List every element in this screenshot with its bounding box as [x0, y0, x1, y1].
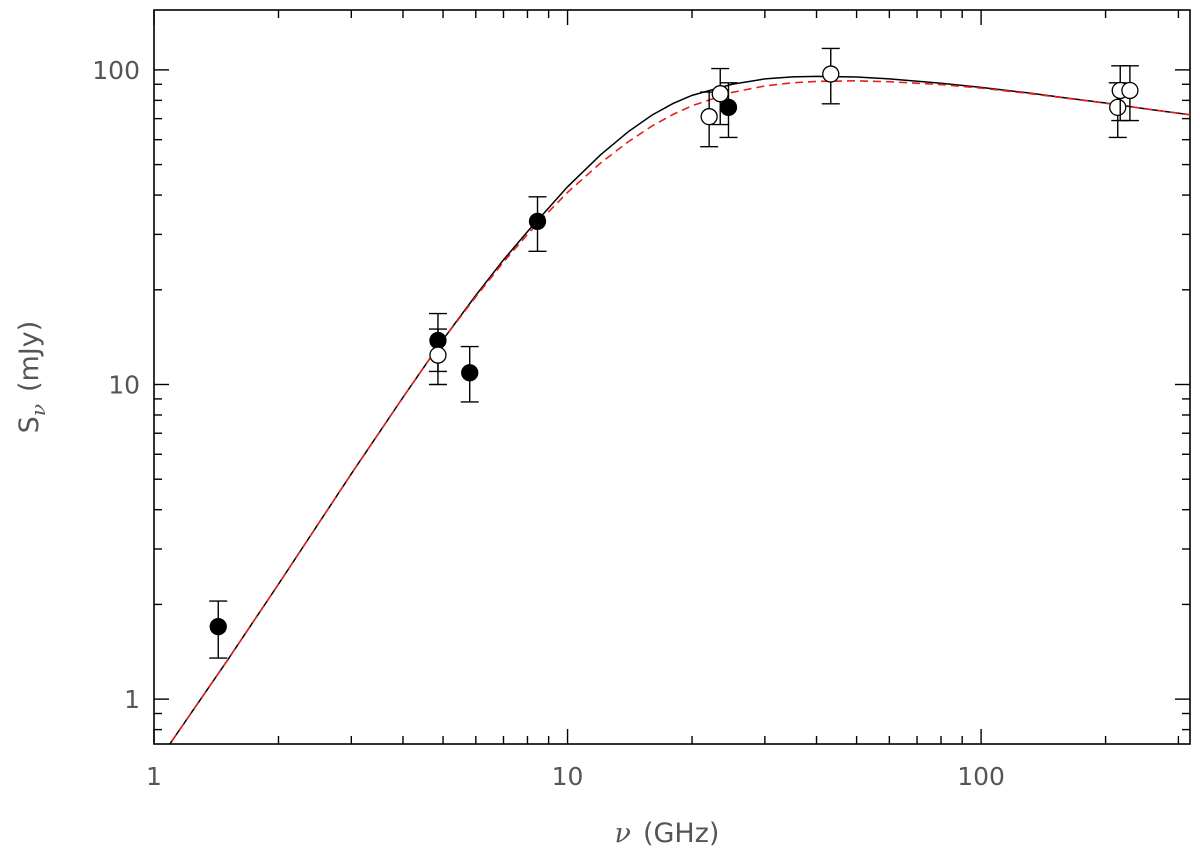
open-marker	[700, 108, 718, 126]
tick-labels: 1 10 100 1 10 100	[92, 56, 1005, 791]
filled-data-point	[719, 82, 738, 139]
open-data-point	[711, 67, 730, 126]
x-axis-unit: (GHz)	[643, 818, 719, 849]
y-axis-symbol: S	[14, 416, 45, 433]
open-marker	[1121, 81, 1139, 100]
dashed-model-curve	[168, 80, 1190, 744]
y-tick-label: 1	[124, 685, 140, 714]
y-tick-label: 10	[108, 370, 140, 399]
filled-marker	[209, 617, 227, 636]
y-tick-label: 100	[92, 56, 140, 85]
filled-marker	[528, 212, 547, 231]
filled-marker	[461, 364, 479, 382]
model-curves	[168, 75, 1190, 744]
y-axis-subscript: ν	[26, 404, 50, 416]
open-marker	[711, 85, 729, 103]
x-axis-label: ν (GHz)	[615, 818, 720, 849]
axis-ticks	[153, 10, 1190, 744]
x-tick-label: 100	[957, 762, 1005, 791]
plot-frame	[153, 9, 1191, 745]
open-data-point	[1120, 65, 1139, 122]
filled-data-point	[528, 196, 547, 253]
y-axis-label: Sν (mJy)	[14, 321, 50, 434]
filled-data-point	[209, 600, 228, 659]
data-points	[209, 47, 1139, 659]
x-tick-label: 10	[552, 762, 584, 791]
x-tick-label: 1	[146, 762, 162, 791]
open-data-point	[700, 91, 719, 148]
open-marker	[429, 346, 447, 364]
open-data-point	[821, 47, 840, 105]
solid-model-curve	[168, 75, 1190, 744]
filled-data-point	[460, 345, 479, 403]
open-data-point	[428, 328, 447, 386]
x-axis-symbol: ν	[615, 818, 631, 849]
y-axis-unit: (mJy)	[14, 321, 45, 392]
open-marker	[822, 65, 840, 83]
open-marker	[1109, 98, 1127, 117]
